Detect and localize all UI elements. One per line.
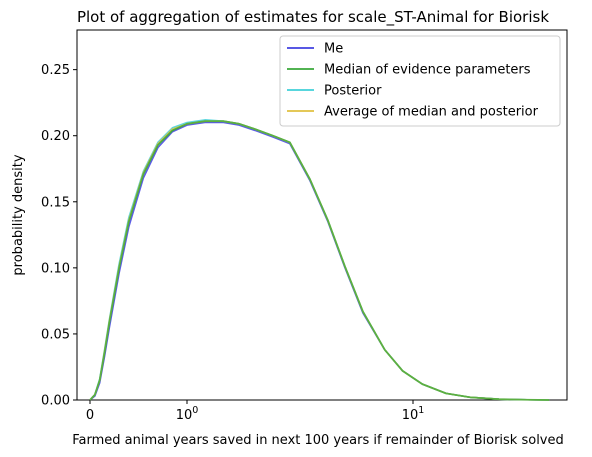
y-axis: 0.00 0.05 0.10 0.15 0.20 0.25 xyxy=(41,63,77,409)
chart-title: Plot of aggregation of estimates for sca… xyxy=(77,8,549,27)
x-tick-label: 0 xyxy=(86,408,94,423)
legend-label: Me xyxy=(324,42,343,57)
plot-area xyxy=(76,29,568,401)
legend-label: Median of evidence parameters xyxy=(324,63,531,78)
series-line xyxy=(89,121,550,401)
y-tick-label: 0.20 xyxy=(41,129,70,144)
legend-box xyxy=(279,35,561,127)
series-line xyxy=(89,119,550,401)
series-layer xyxy=(89,119,550,401)
x-tick-label: 101 xyxy=(402,405,425,423)
series-line-overlay xyxy=(89,120,550,401)
y-axis-label: probability density xyxy=(11,154,26,275)
y-tick-label: 0.25 xyxy=(41,63,70,78)
x-axis: 0 100 101 xyxy=(86,400,424,423)
plot-frame xyxy=(76,29,568,401)
legend-label: Average of median and posterior xyxy=(324,105,539,120)
legend: Me Median of evidence parameters Posterior… xyxy=(279,35,561,127)
x-axis-label: Farmed animal years saved in next 100 ye… xyxy=(72,433,564,448)
y-tick-label: 0.15 xyxy=(41,195,70,210)
y-tick-label: 0.10 xyxy=(41,261,70,276)
x-tick-label: 100 xyxy=(176,405,199,423)
y-tick-label: 0.05 xyxy=(41,327,70,342)
y-tick-label: 0.00 xyxy=(41,394,70,409)
legend-label: Posterior xyxy=(324,84,382,99)
series-line xyxy=(89,120,550,401)
series-line xyxy=(89,120,550,401)
